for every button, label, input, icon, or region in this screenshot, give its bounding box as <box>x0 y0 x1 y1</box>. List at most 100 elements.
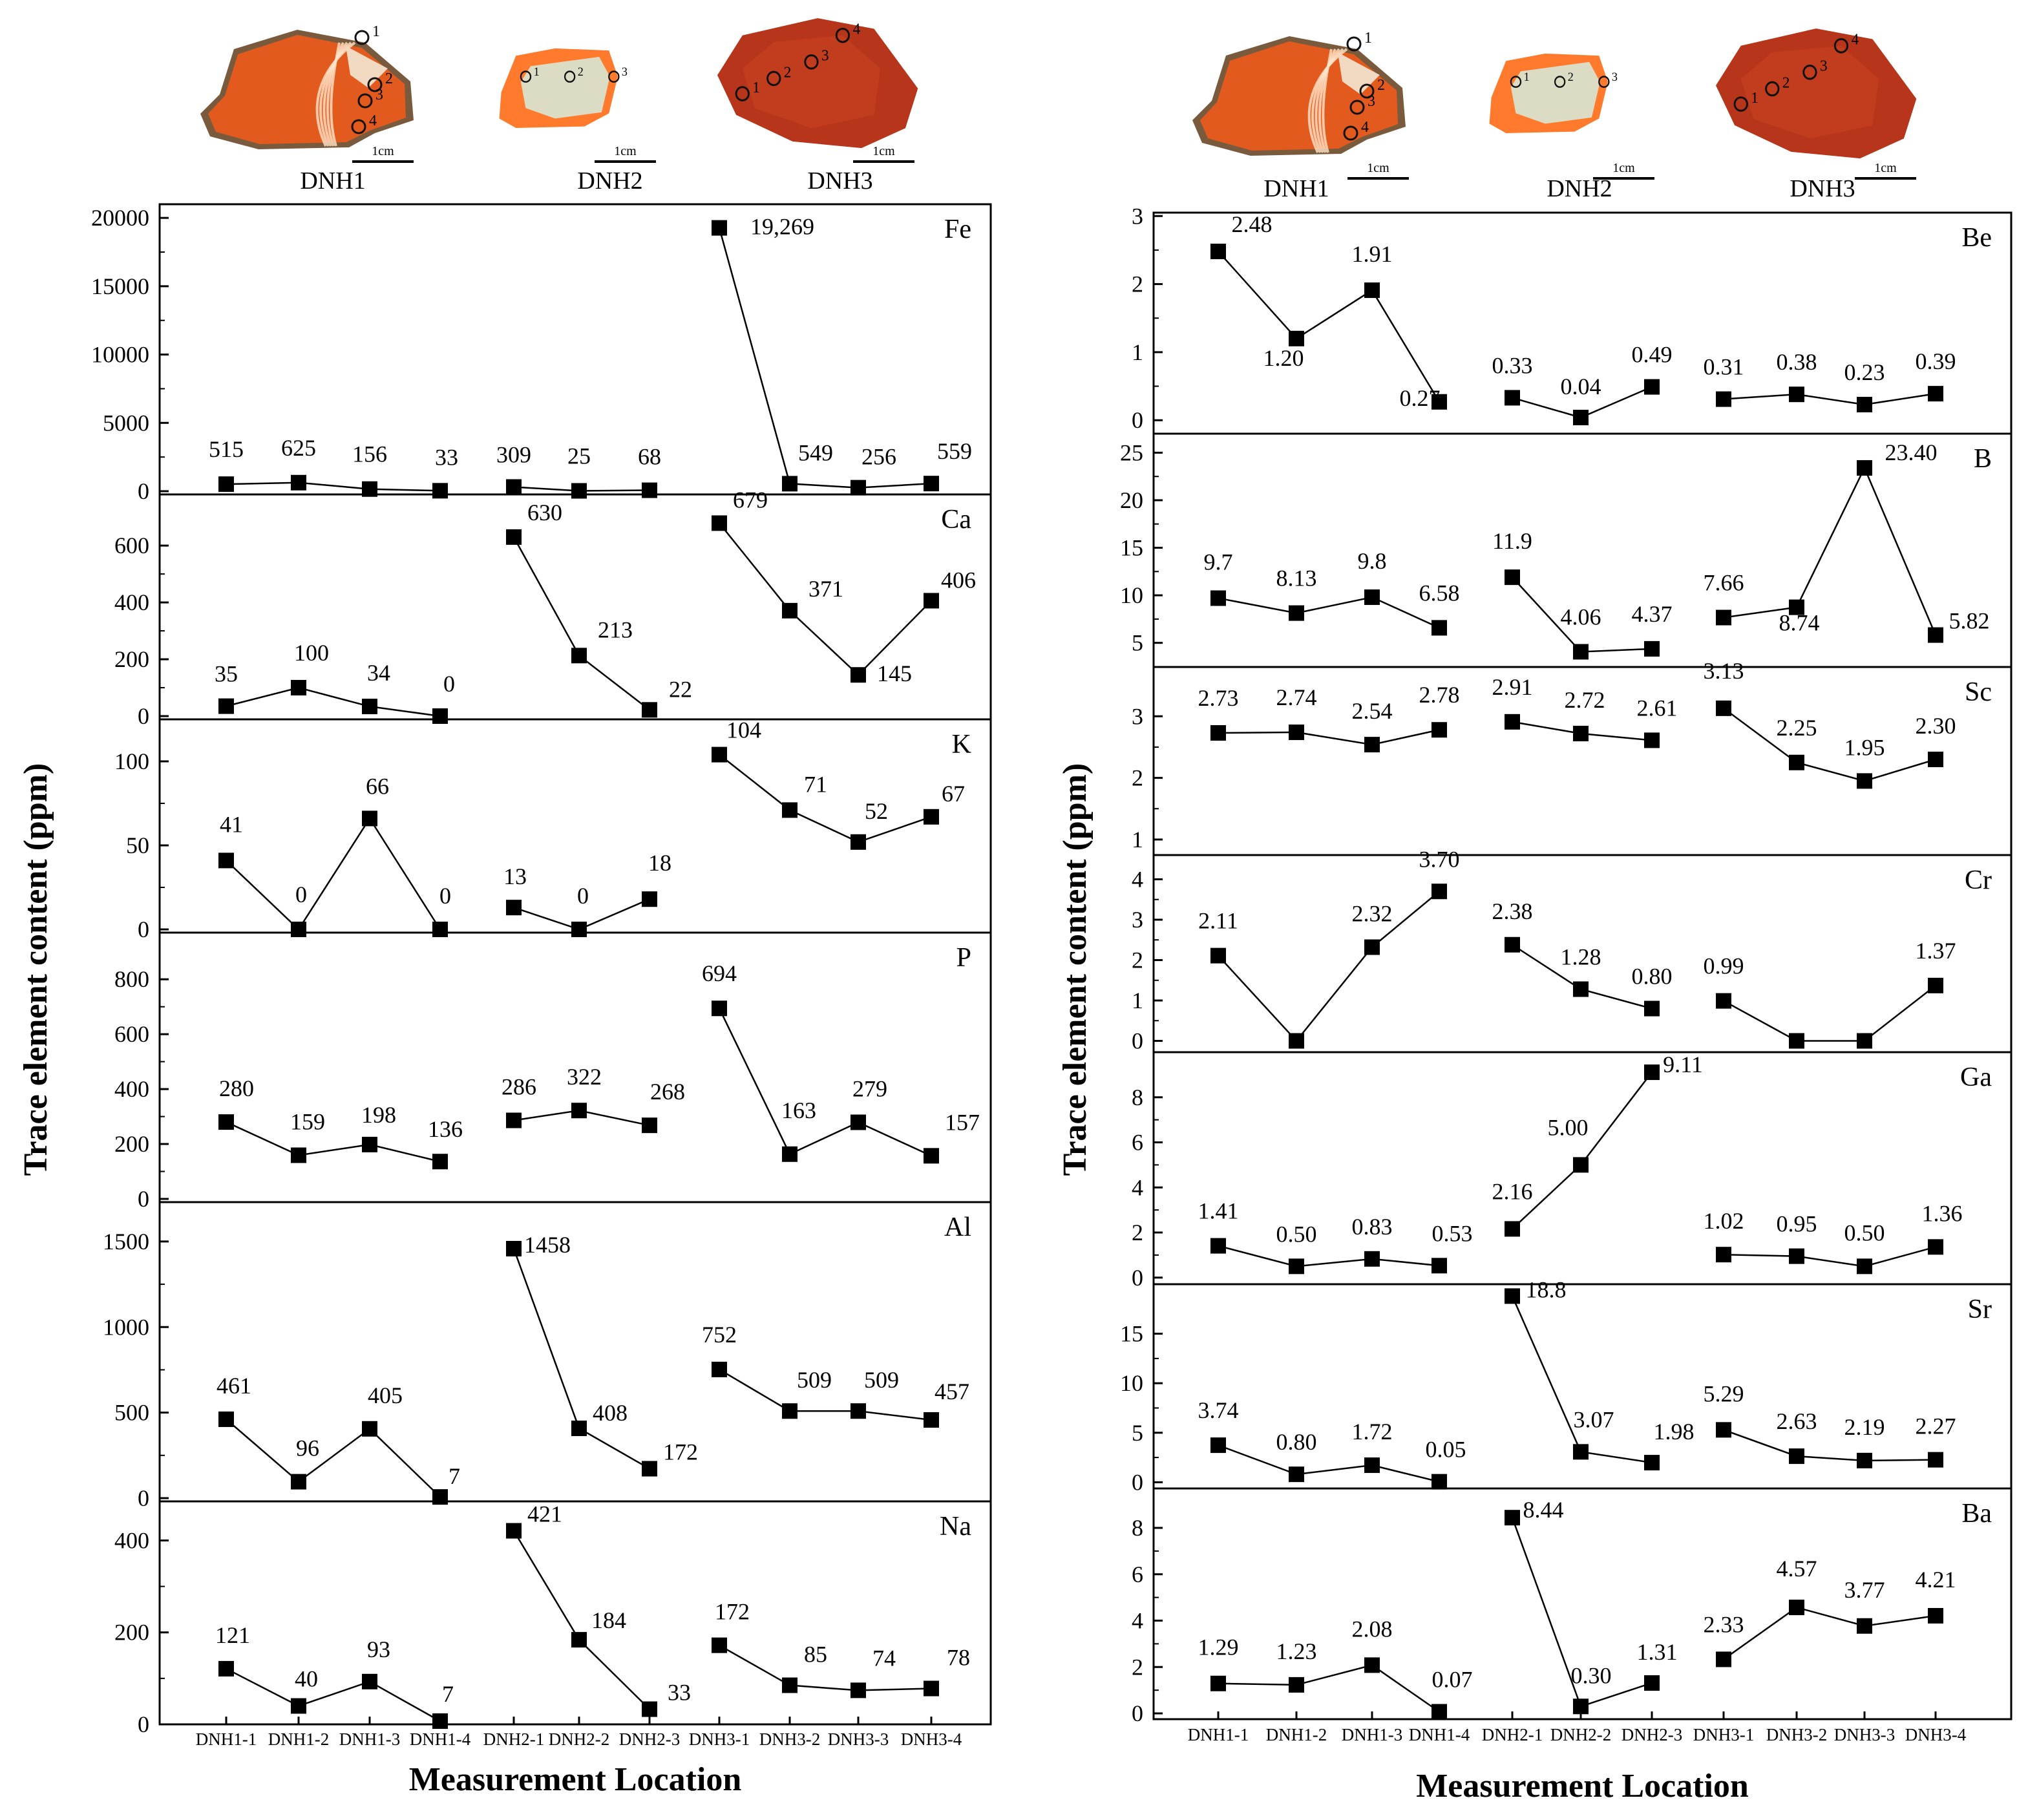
data-point-marker <box>1857 1258 1872 1275</box>
data-label: 0.07 <box>1432 1667 1473 1693</box>
left-plot-frame <box>158 203 992 1726</box>
x-tick-label: DNH1-3 <box>339 1730 401 1749</box>
data-point-marker <box>1364 282 1380 299</box>
data-point-marker <box>782 1146 797 1162</box>
data-point-marker <box>1431 620 1447 636</box>
y-tick-label: 15 <box>1120 535 1143 561</box>
data-label: 1.95 <box>1844 734 1885 760</box>
y-tick-label: 1 <box>1132 827 1143 852</box>
series-line-group-3 <box>1723 1246 1936 1267</box>
data-label: 0.05 <box>1426 1437 1466 1463</box>
y-tick-label: 10 <box>1120 1370 1143 1396</box>
data-label: 1.98 <box>1654 1419 1695 1444</box>
data-point-marker <box>1644 1455 1660 1471</box>
data-label: 2.33 <box>1704 1611 1744 1637</box>
data-label: 509 <box>797 1367 832 1393</box>
y-tick-label: 8 <box>1132 1085 1143 1110</box>
panel-sc: 1 2 3 Sc 2.73 2.74 2.54 2.78 2.91 2.72 2.61 3.13 2.2… <box>1132 658 2011 852</box>
data-label: 23.40 <box>1885 439 1938 465</box>
data-label: 309 <box>496 441 531 467</box>
data-point-marker <box>1857 1452 1872 1468</box>
measurement-spot-marker <box>1598 76 1610 88</box>
data-label: 0 <box>577 883 589 909</box>
measurement-spot-number: 2 <box>1782 74 1790 92</box>
data-label: 371 <box>808 576 843 602</box>
data-label: 159 <box>290 1108 325 1134</box>
y-tick-label: 0 <box>138 916 149 942</box>
data-point-marker <box>1573 1157 1589 1173</box>
data-point-marker <box>642 1117 657 1134</box>
measurement-spot-number: 1 <box>1524 70 1530 84</box>
data-point-marker <box>712 746 727 763</box>
data-point-marker <box>924 1148 939 1164</box>
data-point-marker <box>1573 644 1589 660</box>
series-line-group-1 <box>1218 1664 1440 1713</box>
data-point-marker <box>1210 1437 1226 1454</box>
data-label: 2.16 <box>1492 1178 1533 1204</box>
data-label: 3.74 <box>1198 1397 1239 1423</box>
series-line-group-2 <box>1512 1072 1653 1230</box>
measurement-spot-marker <box>520 70 532 83</box>
series-line-group-1 <box>226 817 441 931</box>
data-point-marker <box>1644 640 1660 657</box>
series-line-group-1 <box>1218 1245 1440 1267</box>
data-label: 0.23 <box>1844 359 1885 385</box>
y-tick-label: 0 <box>138 703 149 729</box>
x-tick-label: DNH1-1 <box>1188 1725 1249 1744</box>
data-point-marker <box>1789 386 1804 403</box>
y-tick-label: 200 <box>114 1620 149 1645</box>
x-tick-label: DNH1-4 <box>410 1730 471 1749</box>
data-point-marker <box>1716 700 1731 716</box>
panel-ga: 0 2 4 6 8 Ga 1.41 0.50 0.83 0.53 2.16 5.00 9.11 1.02 0… <box>1132 1051 2011 1291</box>
data-label: 694 <box>702 960 737 986</box>
data-point-marker <box>571 648 587 664</box>
y-tick-label: 0 <box>138 478 149 504</box>
data-point-marker <box>218 852 234 869</box>
data-label: 279 <box>852 1075 887 1101</box>
data-point-marker <box>1431 1474 1447 1490</box>
data-label: 18.8 <box>1526 1276 1567 1302</box>
data-point-marker <box>1289 330 1304 346</box>
data-point-marker <box>1431 1258 1447 1274</box>
data-point-marker <box>642 1701 657 1717</box>
data-label: 1.20 <box>1263 345 1304 371</box>
y-tick-label: 6 <box>1132 1130 1143 1156</box>
data-label: 172 <box>663 1439 698 1465</box>
y-tick-label: 2 <box>1132 271 1143 297</box>
data-label: 2.30 <box>1916 713 1956 739</box>
element-label: B <box>1974 444 1992 474</box>
series-line-group-3 <box>1723 1606 1936 1660</box>
data-label: 2.78 <box>1419 682 1460 708</box>
series-line-group-1 <box>1218 729 1440 746</box>
measurement-spot-number: 3 <box>1368 93 1375 110</box>
y-tick-label: 15000 <box>91 273 149 299</box>
data-label: 509 <box>864 1367 899 1393</box>
measurement-spot-number: 2 <box>578 65 584 79</box>
series-line-group-3 <box>1723 1429 1936 1462</box>
panel-al: 0 500 1000 1500 Al 461 96 405 7 1458 408 172 752 509 5… <box>103 1201 991 1511</box>
data-label: 34 <box>367 660 390 686</box>
y-tick-label: 1 <box>1132 988 1143 1013</box>
sample-label: DNH1 <box>300 167 365 195</box>
scale-bar-label: 1cm <box>614 144 637 158</box>
data-label: 2.61 <box>1637 695 1678 721</box>
data-point-marker <box>1364 1251 1380 1267</box>
y-axis-title: Trace element content (ppm) <box>17 763 54 1176</box>
measurement-spot-marker <box>1510 76 1522 88</box>
data-point-marker <box>1289 1033 1304 1049</box>
series-line-group-3 <box>1723 392 1936 406</box>
data-label: 0.38 <box>1777 349 1817 375</box>
series-line-group-1 <box>1218 251 1441 403</box>
element-label: Ba <box>1961 1499 1992 1529</box>
data-label: 3.70 <box>1419 846 1460 872</box>
x-tick-label: DNH2-3 <box>1621 1725 1683 1744</box>
data-point-marker <box>1505 936 1520 953</box>
scale-bar-label: 1cm <box>1874 161 1897 175</box>
data-label: 2.74 <box>1276 684 1317 710</box>
data-point-marker <box>712 1000 727 1017</box>
panel-ba: 0 2 4 6 8 Ba 1.29 1.23 2.08 0.07 8.44 0.30 1.31 2.33 4… <box>1132 1487 2011 1726</box>
measurement-spot-number: 2 <box>1377 77 1385 94</box>
x-tick-label: DNH1-2 <box>1266 1725 1327 1744</box>
scale-bar-label: 1cm <box>372 144 394 158</box>
data-label: 8.44 <box>1523 1497 1564 1523</box>
